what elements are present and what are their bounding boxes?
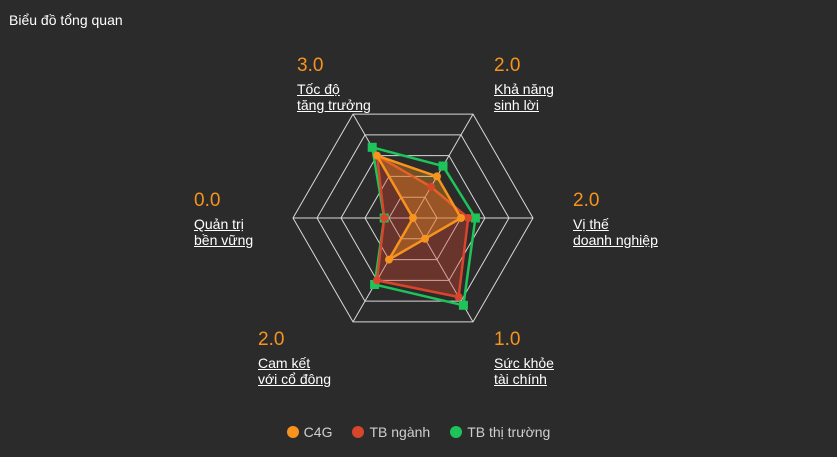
legend-marker-c4g (286, 426, 299, 438)
data-point-tb-thị-trường-1 (367, 142, 377, 152)
data-point-tb-ngành-6 (380, 214, 389, 222)
data-point-c4g-2 (433, 172, 441, 181)
data-point-c4g-5 (385, 255, 393, 264)
legend-item-industry[interactable]: TB ngành (352, 424, 430, 440)
axis-label-governance: 0.0 Quản trị bền vững (194, 191, 324, 248)
data-point-tb-thị-trường-4 (458, 300, 468, 310)
axis-score-health: 1.0 (494, 329, 521, 350)
legend-label-market: TB thị trường (467, 424, 551, 440)
data-point-c4g-6 (409, 214, 417, 222)
data-point-c4g-3 (457, 214, 465, 222)
data-point-c4g-1 (373, 151, 381, 160)
axis-name-shareholder[interactable]: Cam kết với cổ đông (258, 355, 332, 387)
axis-score-shareholder: 2.0 (258, 329, 285, 350)
axis-score-profitability: 2.0 (494, 55, 521, 76)
axis-score-growth: 3.0 (297, 55, 324, 76)
axis-score-position: 2.0 (573, 190, 600, 211)
data-point-tb-ngành-4 (454, 292, 463, 301)
axis-label-position: 2.0 Vị thế doanh nghiệp (573, 191, 703, 248)
chart-title: Biểu đồ tổng quan (9, 12, 123, 28)
legend-label-c4g: C4G (303, 424, 333, 440)
legend-label-industry: TB ngành (369, 424, 431, 440)
legend: C4G TB ngành TB thị trường (0, 424, 837, 440)
axis-name-governance[interactable]: Quản trị bền vững (194, 216, 254, 248)
axis-label-health: 1.0 Sức khỏe tài chính (494, 330, 624, 387)
data-point-tb-ngành-5 (373, 276, 381, 285)
data-point-tb-ngành-3 (464, 214, 473, 222)
data-point-c4g-4 (421, 234, 429, 243)
axis-name-position[interactable]: Vị thế doanh nghiệp (573, 216, 658, 248)
legend-marker-market (450, 426, 463, 438)
axis-label-shareholder: 2.0 Cam kết với cổ đông (258, 330, 388, 387)
legend-item-market[interactable]: TB thị trường (450, 424, 550, 440)
axis-name-growth[interactable]: Tốc độ tăng trưởng (297, 81, 371, 113)
axis-label-growth: 3.0 Tốc độ tăng trưởng (297, 56, 427, 113)
legend-item-c4g[interactable]: C4G (286, 424, 333, 440)
data-point-tb-thị-trường-2 (438, 161, 448, 171)
data-point-tb-ngành-2 (427, 182, 435, 191)
data-point-tb-thị-trường-3 (470, 213, 480, 223)
legend-marker-industry (352, 426, 365, 438)
axis-score-governance: 0.0 (194, 190, 221, 211)
axis-name-health[interactable]: Sức khỏe tài chính (494, 355, 554, 387)
axis-name-profitability[interactable]: Khả năng sinh lời (494, 81, 554, 113)
data-point-tb-thị-trường-5 (370, 280, 380, 290)
axis-label-profitability: 2.0 Khả năng sinh lời (494, 56, 624, 113)
